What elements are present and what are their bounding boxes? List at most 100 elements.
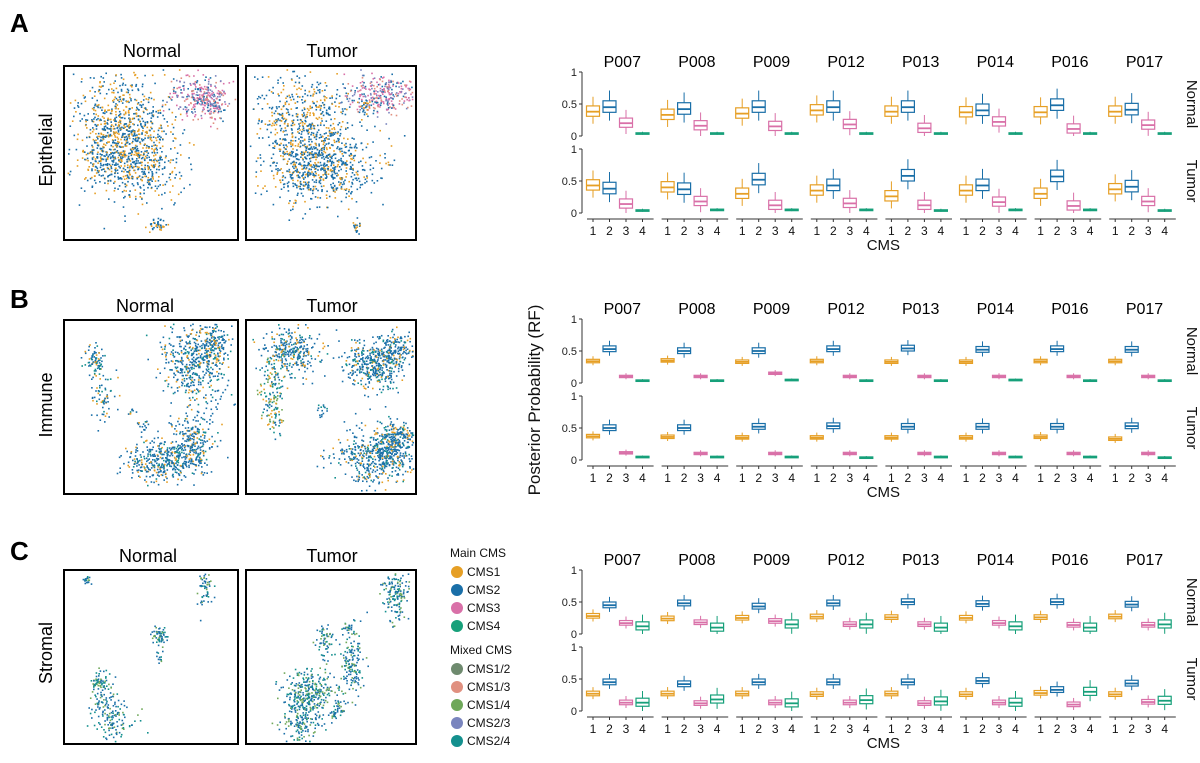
umap-cell-dot xyxy=(147,145,150,148)
umap-cell-dot xyxy=(104,388,107,391)
umap-cell-dot xyxy=(122,150,125,152)
umap-cell-dot xyxy=(185,417,188,420)
umap-cell-dot xyxy=(142,103,144,106)
umap-cell-dot xyxy=(286,367,288,370)
umap-cell-dot xyxy=(208,363,210,366)
umap-cell-dot xyxy=(143,125,146,128)
umap-cell-dot xyxy=(114,120,116,122)
umap-cell-dot xyxy=(297,113,299,116)
umap-cell-dot xyxy=(87,349,90,351)
umap-cell-dot xyxy=(103,123,106,125)
umap-cell-dot xyxy=(346,122,349,124)
umap-cell-dot xyxy=(102,158,105,161)
umap-cell-dot xyxy=(299,352,301,354)
umap-cell-dot xyxy=(409,88,412,91)
umap-cell-dot xyxy=(136,147,139,150)
umap-cell-dot xyxy=(182,360,184,362)
umap-cell-dot xyxy=(132,130,135,133)
umap-cell-dot xyxy=(362,95,365,98)
umap-cell-dot xyxy=(128,93,131,96)
umap-cell-dot xyxy=(375,90,377,92)
umap-cell-dot xyxy=(128,112,130,114)
umap-cell-dot xyxy=(315,144,318,147)
umap-cell-dot xyxy=(150,225,153,227)
umap-cell-dot xyxy=(347,208,350,211)
umap-cell-dot xyxy=(124,183,126,185)
umap-cell-dot xyxy=(325,147,328,149)
umap-cell-dot xyxy=(218,342,220,345)
umap-cell-dot xyxy=(283,117,286,120)
umap-cell-dot xyxy=(158,471,160,473)
umap-cell-dot xyxy=(196,447,199,450)
umap-cell-dot xyxy=(285,108,288,110)
umap-cell-dot xyxy=(290,145,292,148)
umap-cell-dot xyxy=(132,176,134,178)
umap-cell-dot xyxy=(296,116,299,118)
umap-cell-dot xyxy=(305,173,307,176)
umap-cell-dot xyxy=(211,90,213,93)
umap-cell-dot xyxy=(149,159,151,161)
umap-cell-dot xyxy=(304,146,307,148)
umap-cell-dot xyxy=(128,135,130,138)
umap-cell-dot xyxy=(179,444,181,447)
umap-cell-dot xyxy=(296,170,298,172)
umap-cell-dot xyxy=(403,93,406,95)
umap-cell-dot xyxy=(191,373,194,375)
umap-cell-dot xyxy=(106,166,109,169)
umap-cell-dot xyxy=(312,164,315,166)
umap-cell-dot xyxy=(303,185,306,187)
umap-cell-dot xyxy=(202,434,204,436)
umap-cell-dot xyxy=(96,387,98,389)
umap-cell-dot xyxy=(382,91,385,93)
umap-cell-dot xyxy=(285,331,288,333)
umap-cell-dot xyxy=(322,147,324,149)
umap-cell-dot xyxy=(339,150,342,153)
umap-cell-dot xyxy=(207,382,210,384)
umap-cell-dot xyxy=(320,164,322,167)
umap-cell-dot xyxy=(126,177,128,180)
umap-cell-dot xyxy=(289,96,291,99)
umap-cell-dot xyxy=(111,108,113,110)
umap-cell-dot xyxy=(205,344,207,347)
umap-cell-dot xyxy=(188,347,191,349)
umap-cell-dot xyxy=(119,98,121,101)
umap-cell-dot xyxy=(375,100,378,103)
umap-cell-dot xyxy=(295,113,298,115)
umap-cell-dot xyxy=(309,165,312,167)
umap-cell-dot xyxy=(184,456,187,458)
umap-cell-dot xyxy=(188,351,190,354)
umap-cell-dot xyxy=(164,441,166,443)
umap-cell-dot xyxy=(149,453,152,456)
umap-cell-dot xyxy=(163,470,165,473)
umap-cell-dot xyxy=(171,461,173,464)
umap-cell-dot xyxy=(96,360,98,363)
umap-cell-dot xyxy=(297,324,300,326)
umap-cell-dot xyxy=(104,177,106,180)
umap-title-a-tumor: Tumor xyxy=(306,41,357,61)
umap-cell-dot xyxy=(136,182,139,184)
umap-cell-dot xyxy=(131,161,134,164)
umap-cell-dot xyxy=(202,362,205,364)
umap-cell-dot xyxy=(204,102,206,104)
umap-cell-dot xyxy=(271,346,273,348)
umap-cell-dot xyxy=(96,400,98,403)
umap-cell-dot xyxy=(209,343,212,345)
umap-cell-dot xyxy=(372,373,374,375)
umap-cell-dot xyxy=(157,455,159,457)
umap-cell-dot xyxy=(159,224,162,226)
umap-cell-dot xyxy=(91,149,94,151)
umap-cell-dot xyxy=(311,83,314,86)
umap-cell-dot xyxy=(163,443,165,446)
umap-cell-dot xyxy=(176,387,179,389)
umap-cell-dot xyxy=(123,113,126,116)
umap-cell-dot xyxy=(68,173,71,176)
umap-cell-dot xyxy=(117,121,120,124)
umap-cell-dot xyxy=(284,347,287,349)
umap-cell-dot xyxy=(298,81,301,84)
umap-cell-dot xyxy=(136,77,139,79)
umap-cell-dot xyxy=(166,481,168,483)
umap-cell-dot xyxy=(112,148,115,151)
umap-cell-dot xyxy=(219,95,221,98)
umap-cell-dot xyxy=(175,430,178,432)
umap-cell-dot xyxy=(183,129,186,131)
